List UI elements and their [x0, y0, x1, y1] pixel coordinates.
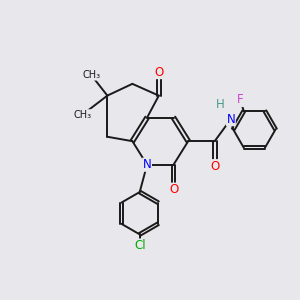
Text: O: O [169, 183, 178, 196]
Text: O: O [154, 66, 164, 79]
Text: N: N [226, 112, 235, 126]
Text: Cl: Cl [134, 239, 146, 252]
Text: CH₃: CH₃ [73, 110, 92, 120]
Text: H: H [216, 98, 225, 111]
Text: N: N [143, 158, 152, 171]
Text: CH₃: CH₃ [82, 70, 100, 80]
Text: O: O [210, 160, 219, 173]
Text: F: F [237, 93, 244, 106]
